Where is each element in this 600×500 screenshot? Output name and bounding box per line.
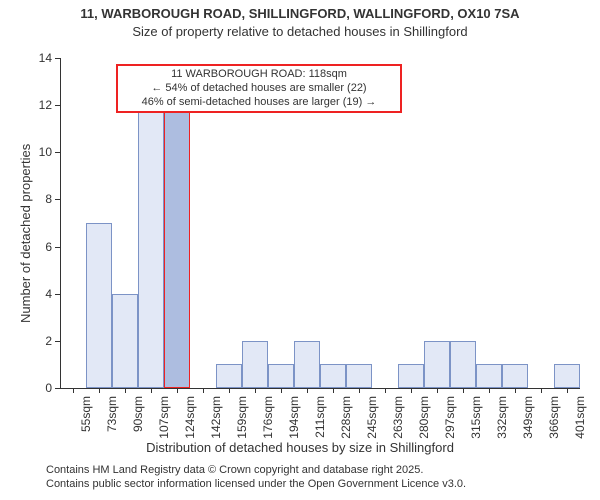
bar	[398, 364, 424, 388]
ytick-label: 2	[28, 334, 52, 348]
footer-line-2: Contains public sector information licen…	[46, 478, 466, 492]
ytick-label: 14	[28, 51, 52, 65]
callout-line-1: 11 WARBOROUGH ROAD: 118sqm	[122, 68, 396, 82]
xtick-label: 280sqm	[417, 396, 431, 446]
xtick-label: 142sqm	[209, 396, 223, 446]
bar	[216, 364, 242, 388]
xtick-label: 263sqm	[391, 396, 405, 446]
xtick-label: 245sqm	[365, 396, 379, 446]
bar	[268, 364, 294, 388]
xtick-label: 401sqm	[573, 396, 587, 446]
xtick-label: 211sqm	[313, 396, 327, 446]
xtick-label: 90sqm	[131, 396, 145, 446]
callout-line-2: ← 54% of detached houses are smaller (22…	[122, 82, 396, 96]
xtick-label: 315sqm	[469, 396, 483, 446]
bar	[476, 364, 502, 388]
xtick-label: 159sqm	[235, 396, 249, 446]
chart-subtitle: Size of property relative to detached ho…	[0, 24, 600, 39]
footer-attribution: Contains HM Land Registry data © Crown c…	[46, 464, 466, 492]
ytick-label: 4	[28, 287, 52, 301]
bar	[86, 223, 112, 388]
footer-line-1: Contains HM Land Registry data © Crown c…	[46, 464, 466, 478]
bar	[554, 364, 580, 388]
xtick-label: 176sqm	[261, 396, 275, 446]
xtick-label: 228sqm	[339, 396, 353, 446]
bar	[138, 105, 164, 388]
ytick-label: 8	[28, 192, 52, 206]
bar	[242, 341, 268, 388]
xtick-label: 124sqm	[183, 396, 197, 446]
xtick-label: 349sqm	[521, 396, 535, 446]
xtick-label: 332sqm	[495, 396, 509, 446]
x-axis-label: Distribution of detached houses by size …	[0, 440, 600, 455]
ytick-label: 0	[28, 381, 52, 395]
bar	[294, 341, 320, 388]
ytick-label: 10	[28, 145, 52, 159]
bar	[164, 105, 190, 388]
callout-box: 11 WARBOROUGH ROAD: 118sqm ← 54% of deta…	[116, 64, 402, 113]
bar	[502, 364, 528, 388]
xtick-label: 297sqm	[443, 396, 457, 446]
ytick-label: 6	[28, 240, 52, 254]
xtick-label: 55sqm	[79, 396, 93, 446]
xtick-label: 73sqm	[105, 396, 119, 446]
chart-title: 11, WARBOROUGH ROAD, SHILLINGFORD, WALLI…	[0, 6, 600, 21]
xtick-label: 194sqm	[287, 396, 301, 446]
bar	[424, 341, 450, 388]
callout-line-3: 46% of semi-detached houses are larger (…	[122, 96, 396, 110]
bar	[450, 341, 476, 388]
chart-container: 11, WARBOROUGH ROAD, SHILLINGFORD, WALLI…	[0, 0, 600, 500]
bar	[320, 364, 346, 388]
xtick-label: 107sqm	[157, 396, 171, 446]
bar	[346, 364, 372, 388]
bar	[112, 294, 138, 388]
ytick-label: 12	[28, 98, 52, 112]
xtick-label: 366sqm	[547, 396, 561, 446]
